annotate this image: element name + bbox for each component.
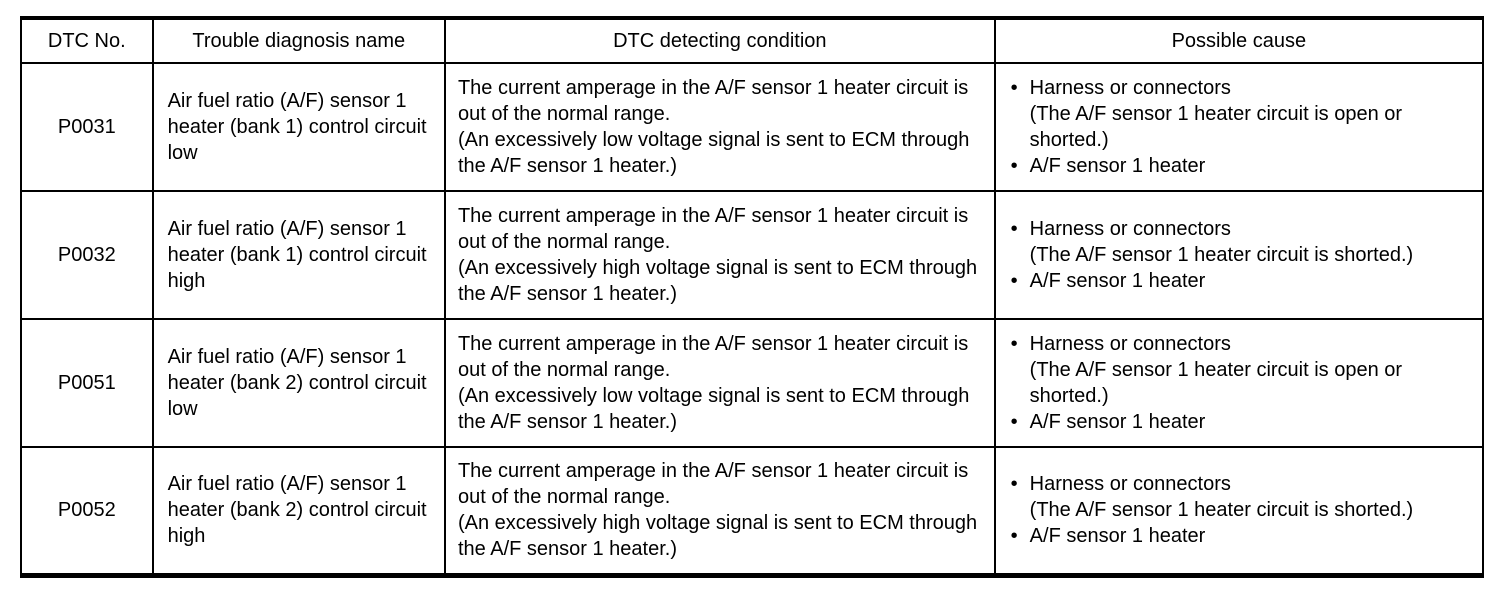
- cause-sub-text: (The A/F sensor 1 heater circuit is shor…: [1029, 499, 1414, 522]
- detecting-condition-cell: The current amperage in the A/F sensor 1…: [443, 62, 996, 192]
- cause-item: A/F sensor 1 heater: [1006, 409, 1472, 435]
- detecting-condition-cell: The current amperage in the A/F sensor 1…: [443, 318, 996, 448]
- cause-item: A/F sensor 1 heater: [1006, 523, 1472, 549]
- cause-item: Harness or connectors (The A/F sensor 1 …: [1006, 331, 1472, 409]
- condition-note-text: (An excessively low voltage signal is se…: [457, 129, 970, 177]
- column-header-trouble-diagnosis-name: Trouble diagnosis name: [151, 17, 446, 64]
- column-header-dtc-no: DTC No.: [20, 17, 154, 64]
- cause-item: A/F sensor 1 heater: [1006, 268, 1472, 294]
- column-header-dtc-detecting-condition: DTC detecting condition: [443, 17, 996, 64]
- cause-sub-text: (The A/F sensor 1 heater circuit is shor…: [1029, 244, 1414, 266]
- cause-text: A/F sensor 1 heater: [1029, 411, 1206, 433]
- condition-main-text: The current amperage in the A/F sensor 1…: [457, 333, 969, 381]
- cause-text: A/F sensor 1 heater: [1029, 270, 1206, 292]
- table-row: P0032 Air fuel ratio (A/F) sensor 1 heat…: [20, 190, 1485, 320]
- possible-cause-list: Harness or connectors (The A/F sensor 1 …: [1006, 331, 1472, 435]
- possible-cause-cell: Harness or connectors (The A/F sensor 1 …: [993, 318, 1485, 448]
- condition-note-text: (An excessively low voltage signal is se…: [457, 385, 970, 433]
- dtc-no-cell: P0031: [20, 62, 154, 192]
- cause-sub-text: (The A/F sensor 1 heater circuit is open…: [1029, 103, 1403, 151]
- cause-item: Harness or connectors (The A/F sensor 1 …: [1006, 75, 1472, 153]
- diagnosis-name-cell: Air fuel ratio (A/F) sensor 1 heater (ba…: [151, 446, 446, 576]
- cause-text: Harness or connectors: [1029, 77, 1231, 99]
- condition-note-text: (An excessively high voltage signal is s…: [457, 512, 978, 561]
- condition-main-text: The current amperage in the A/F sensor 1…: [457, 460, 969, 509]
- possible-cause-list: Harness or connectors (The A/F sensor 1 …: [1006, 75, 1472, 179]
- table-row: P0051 Air fuel ratio (A/F) sensor 1 heat…: [20, 318, 1485, 448]
- possible-cause-cell: Harness or connectors (The A/F sensor 1 …: [993, 62, 1485, 192]
- cause-text: Harness or connectors: [1029, 473, 1231, 496]
- table-row: P0031 Air fuel ratio (A/F) sensor 1 heat…: [20, 62, 1485, 192]
- possible-cause-cell: Harness or connectors (The A/F sensor 1 …: [993, 446, 1485, 576]
- condition-main-text: The current amperage in the A/F sensor 1…: [457, 205, 969, 253]
- diagnosis-name-cell: Air fuel ratio (A/F) sensor 1 heater (ba…: [151, 62, 446, 192]
- dtc-table: DTC No. Trouble diagnosis name DTC detec…: [20, 16, 1485, 578]
- cause-text: Harness or connectors: [1029, 218, 1231, 240]
- possible-cause-cell: Harness or connectors (The A/F sensor 1 …: [993, 190, 1485, 320]
- cause-text: A/F sensor 1 heater: [1029, 155, 1206, 177]
- cause-text: A/F sensor 1 heater: [1029, 525, 1206, 548]
- diagnosis-name-cell: Air fuel ratio (A/F) sensor 1 heater (ba…: [151, 190, 446, 320]
- possible-cause-list: Harness or connectors (The A/F sensor 1 …: [1006, 216, 1472, 294]
- page: DTC No. Trouble diagnosis name DTC detec…: [0, 0, 1504, 578]
- possible-cause-list: Harness or connectors (The A/F sensor 1 …: [1006, 471, 1472, 549]
- dtc-no-cell: P0051: [20, 318, 154, 448]
- cause-item: A/F sensor 1 heater: [1006, 153, 1472, 179]
- cause-item: Harness or connectors (The A/F sensor 1 …: [1006, 216, 1472, 268]
- dtc-no-cell: P0052: [20, 446, 154, 576]
- header-row: DTC No. Trouble diagnosis name DTC detec…: [20, 17, 1485, 64]
- dtc-no-cell: P0032: [20, 190, 154, 320]
- condition-main-text: The current amperage in the A/F sensor 1…: [457, 77, 969, 125]
- column-header-possible-cause: Possible cause: [993, 17, 1485, 64]
- cause-sub-text: (The A/F sensor 1 heater circuit is open…: [1029, 359, 1403, 407]
- cause-text: Harness or connectors: [1029, 333, 1231, 355]
- cause-item: Harness or connectors (The A/F sensor 1 …: [1006, 471, 1472, 523]
- detecting-condition-cell: The current amperage in the A/F sensor 1…: [443, 190, 996, 320]
- detecting-condition-cell: The current amperage in the A/F sensor 1…: [443, 446, 996, 576]
- condition-note-text: (An excessively high voltage signal is s…: [457, 257, 978, 305]
- diagnosis-name-cell: Air fuel ratio (A/F) sensor 1 heater (ba…: [151, 318, 446, 448]
- table-row: P0052 Air fuel ratio (A/F) sensor 1 heat…: [20, 446, 1485, 576]
